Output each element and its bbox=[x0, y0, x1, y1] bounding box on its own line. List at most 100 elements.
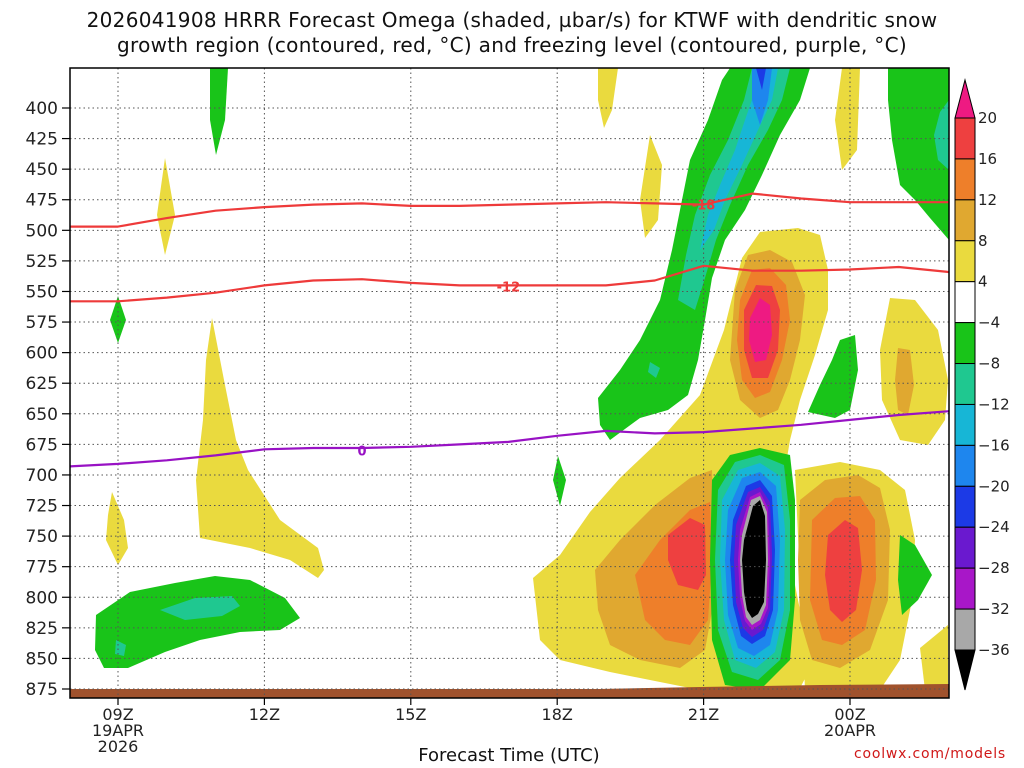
colorbar-label-2: 12 bbox=[978, 191, 997, 209]
title-line-1: 2026041908 HRRR Forecast Omega (shaded, … bbox=[86, 8, 938, 32]
colorbar-bin--16-to--12 bbox=[954, 403, 976, 446]
omega-patch-teal-diagonal bbox=[678, 68, 790, 310]
colorbar-label-10: −24 bbox=[978, 518, 1010, 536]
credit-link[interactable]: coolwx.com/models bbox=[853, 746, 1006, 762]
colorbar-bin--24-to--20 bbox=[954, 485, 976, 528]
omega-patch-green-11z-400mb bbox=[210, 68, 228, 155]
omega-patch-yellow-09z-720mb bbox=[106, 492, 128, 565]
ytick-label-525: 525 bbox=[26, 252, 58, 272]
omega-patch-teal-10z-790mb bbox=[160, 596, 240, 620]
xtick-label-20apr: 20APR bbox=[824, 721, 876, 740]
chart-title: 2026041908 HRRR Forecast Omega (shaded, … bbox=[0, 8, 1024, 58]
ytick-label-825: 825 bbox=[26, 619, 58, 639]
colorbar-label-13: −36 bbox=[978, 641, 1010, 659]
omega-patch-green-10z-790mb bbox=[95, 576, 300, 668]
omega-patch-darkblue-2130z-upper bbox=[756, 68, 766, 90]
colorbar-label-6: −8 bbox=[978, 355, 1000, 373]
ytick-label-600: 600 bbox=[26, 344, 58, 364]
colorbar-bin-16-to-20 bbox=[954, 117, 976, 160]
omega-patch-red-00z bbox=[825, 520, 862, 622]
contour-line-dendritic-snow-minus-18 bbox=[70, 192, 949, 228]
colorbar-label-7: −12 bbox=[978, 395, 1010, 413]
ytick-label-425: 425 bbox=[26, 130, 58, 150]
ytick-label-550: 550 bbox=[26, 282, 58, 302]
ytick-label-750: 750 bbox=[26, 527, 58, 547]
colorbar-label-9: −20 bbox=[978, 477, 1010, 495]
contour-line-freezing-level-0 bbox=[70, 410, 949, 468]
omega-patch-yellow-right-mid bbox=[880, 298, 948, 445]
contour-label-dendritic-snow-minus-18: -18 bbox=[692, 199, 716, 214]
colorbar-bin--4-to-4 bbox=[954, 281, 976, 324]
omega-patch-green-18z-680mb bbox=[553, 456, 566, 506]
xtick-label-00z: 00Z bbox=[834, 705, 865, 724]
omega-patch-yellow-11z-lower bbox=[196, 318, 324, 578]
ytick-label-650: 650 bbox=[26, 405, 58, 425]
terrain-ground bbox=[70, 684, 949, 698]
ytick-label-775: 775 bbox=[26, 558, 58, 578]
contours: -18 -12 0 bbox=[70, 192, 949, 468]
contour-label-freezing-level-0: 0 bbox=[357, 444, 366, 459]
colorbar-bin-4-to-8 bbox=[954, 240, 976, 283]
ytick-label-675: 675 bbox=[26, 435, 58, 455]
colorbar-arrow-bottom bbox=[954, 649, 976, 691]
ytick-label-725: 725 bbox=[26, 497, 58, 517]
omega-patch-teal-20z-575mb bbox=[648, 362, 660, 378]
ytick-label-625: 625 bbox=[26, 374, 58, 394]
xtick-label-09z: 09Z bbox=[102, 705, 133, 724]
omega-shading bbox=[70, 68, 949, 698]
ytick-label-500: 500 bbox=[26, 221, 58, 241]
contour-label-dendritic-snow-minus-12: -12 bbox=[497, 281, 521, 296]
omega-patch-green-upper-right bbox=[888, 68, 949, 240]
xtick-label-15z: 15Z bbox=[395, 705, 426, 724]
x-axis-label: Forecast Time (UTC) bbox=[418, 745, 600, 766]
xtick-label-21z: 21Z bbox=[688, 705, 719, 724]
ytick-label-850: 850 bbox=[26, 649, 58, 669]
ytick-label-400: 400 bbox=[26, 99, 58, 119]
colorbar-bin--36-to--32 bbox=[954, 608, 976, 651]
title-line-2: growth region (contoured, red, °C) and f… bbox=[117, 33, 907, 57]
colorbar-bin--32-to--28 bbox=[954, 567, 976, 610]
colorbar-bin--28-to--24 bbox=[954, 526, 976, 569]
plot-frame bbox=[69, 67, 950, 699]
colorbar-label-0: 20 bbox=[978, 109, 997, 127]
omega-patch-yellow-1930z-400mb bbox=[598, 68, 618, 128]
ytick-label-800: 800 bbox=[26, 588, 58, 608]
ytick-label-575: 575 bbox=[26, 313, 58, 333]
colorbar-label-5: −4 bbox=[978, 314, 1000, 332]
colorbar-label-8: −16 bbox=[978, 436, 1010, 454]
colorbar-label-1: 16 bbox=[978, 150, 997, 168]
y-axis-ticks: 400 425 450 475 500 525 550 575 600 625 650 675 700 7… bbox=[26, 99, 70, 700]
omega-patch-teal-upper-right bbox=[934, 100, 949, 170]
omega-patch-green-2330z-mid bbox=[808, 335, 858, 418]
xtick-label-19apr: 19APR bbox=[92, 721, 144, 740]
omega-patch-yellow-23z-upper bbox=[835, 68, 860, 170]
ytick-label-700: 700 bbox=[26, 466, 58, 486]
grid bbox=[70, 68, 949, 698]
xtick-label-18z: 18Z bbox=[542, 705, 573, 724]
colorbar-label-3: 8 bbox=[978, 232, 988, 250]
ytick-label-475: 475 bbox=[26, 191, 58, 211]
colorbar-arrow-top bbox=[954, 78, 976, 119]
colorbar-label-12: −32 bbox=[978, 600, 1010, 618]
colorbar-bin-12-to-16 bbox=[954, 158, 976, 201]
omega-patch-yellow-20z-450mb bbox=[640, 135, 662, 238]
omega-patch-magenta-22z-upper bbox=[749, 298, 772, 362]
omega-patch-green-0130z-750mb bbox=[898, 535, 932, 615]
colorbar-bin--20-to--16 bbox=[954, 444, 976, 487]
omega-patch-blue-2130z-upper bbox=[752, 68, 772, 125]
xtick-label-2026: 2026 bbox=[98, 737, 139, 756]
colorbar-bin-8-to-12 bbox=[954, 199, 976, 242]
contour-line-dendritic-snow-minus-12 bbox=[70, 264, 949, 303]
xtick-label-12z: 12Z bbox=[249, 705, 280, 724]
colorbar-label-4: 4 bbox=[978, 273, 988, 291]
ytick-label-875: 875 bbox=[26, 680, 58, 700]
colorbar-bin--8-to--4 bbox=[954, 322, 976, 365]
colorbar: 20 16 12 8 4 −4 −8 −12 −16 −20 −24 −28 −32 −36 bbox=[954, 78, 1010, 691]
omega-patch-orange-right-mid bbox=[895, 348, 914, 415]
colorbar-label-11: −28 bbox=[978, 559, 1010, 577]
omega-core-black bbox=[742, 500, 766, 618]
ytick-label-450: 450 bbox=[26, 160, 58, 180]
omega-patch-green-09z-520mb bbox=[110, 296, 126, 343]
